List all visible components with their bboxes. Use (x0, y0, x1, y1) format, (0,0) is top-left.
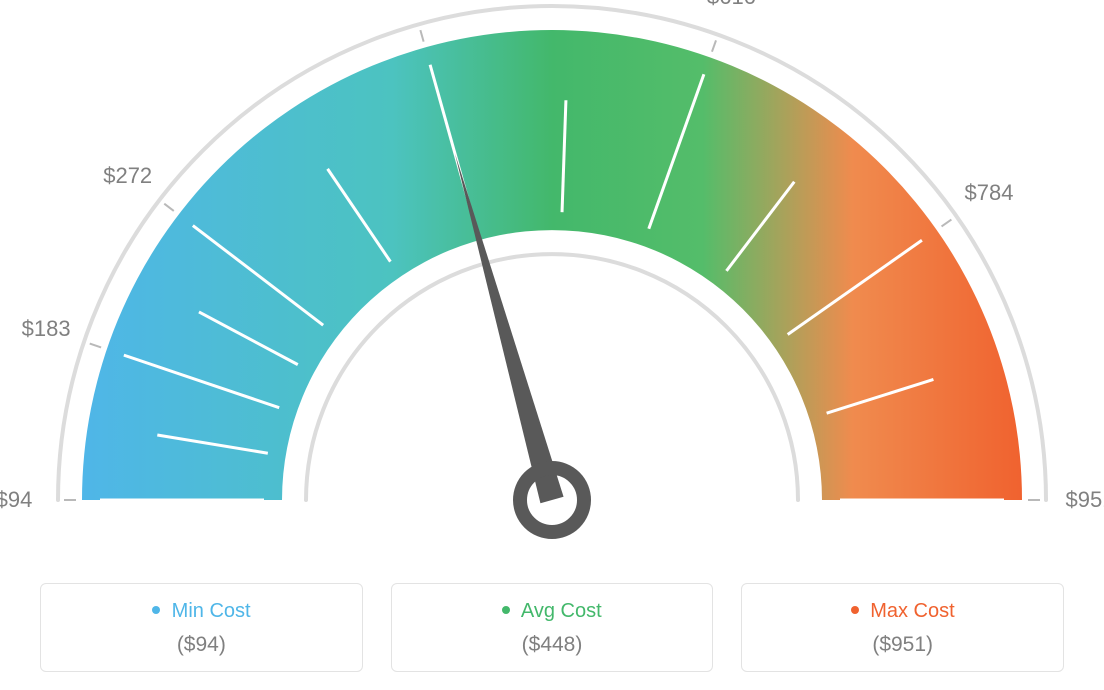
gauge-tick-label: $272 (103, 163, 152, 189)
legend-title-min: Min Cost (51, 600, 352, 623)
legend-label: Avg Cost (521, 600, 602, 622)
gauge-tick-label: $94 (0, 487, 32, 513)
legend-row: Min Cost ($94) Avg Cost ($448) Max Cost … (0, 583, 1104, 672)
gauge-tick-label: $951 (1066, 487, 1104, 513)
gauge-svg (0, 0, 1104, 560)
gauge-tick-label: $183 (22, 316, 71, 342)
legend-value: ($951) (752, 633, 1053, 657)
gauge-chart: $94$183$272$448$616$784$951 (0, 0, 1104, 560)
legend-value: ($448) (402, 633, 703, 657)
legend-title-max: Max Cost (752, 600, 1053, 623)
dot-icon (152, 606, 160, 614)
dot-icon (851, 606, 859, 614)
legend-label: Max Cost (870, 600, 954, 622)
legend-value: ($94) (51, 633, 352, 657)
gauge-tick-label: $784 (965, 180, 1014, 206)
gauge-tick-label: $616 (707, 0, 756, 10)
legend-card-avg: Avg Cost ($448) (391, 583, 714, 672)
legend-label: Min Cost (172, 600, 251, 622)
legend-title-avg: Avg Cost (402, 600, 703, 623)
legend-card-min: Min Cost ($94) (40, 583, 363, 672)
dot-icon (502, 606, 510, 614)
legend-card-max: Max Cost ($951) (741, 583, 1064, 672)
